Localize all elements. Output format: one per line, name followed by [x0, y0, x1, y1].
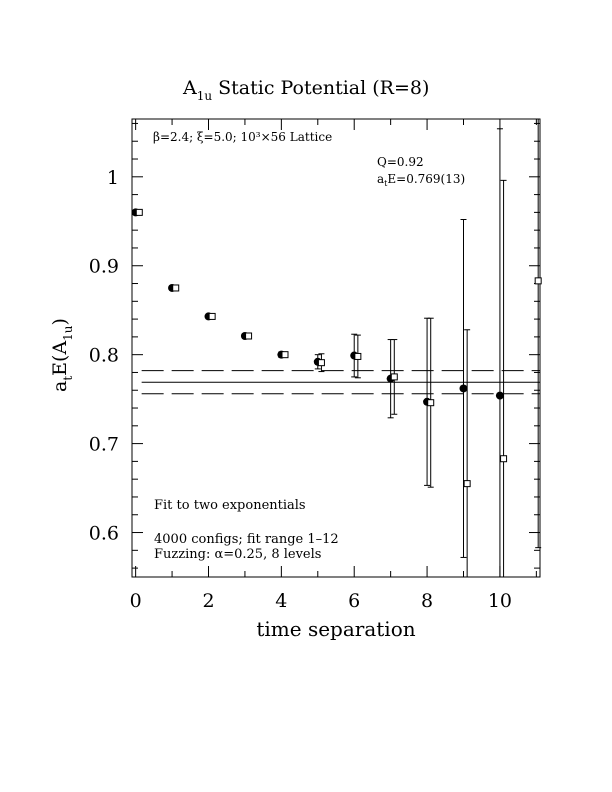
y-tick-label: 0.9 [89, 256, 119, 278]
chart-title: A1u Static Potential (R=8) [182, 77, 429, 103]
fuzzing-note: Fuzzing: α=0.25, 8 levels [154, 547, 321, 562]
data-point-square [281, 351, 289, 359]
data-point-square [390, 373, 398, 381]
x-tick-label: 10 [488, 590, 512, 612]
fit-energy: atE=0.769(13) [377, 172, 465, 188]
chart-title-rest: Static Potential (R=8) [212, 77, 429, 99]
fit-lines [141, 370, 540, 395]
fit-description: Fit to two exponentials [154, 498, 306, 513]
config-note: 4000 configs; fit range 1–12 [154, 532, 339, 547]
data-point-square [463, 480, 471, 488]
data-point-square [500, 455, 508, 463]
plot-frame [131, 118, 541, 578]
data-point-circle [495, 391, 504, 400]
data-point-square [245, 332, 253, 340]
y-axis-label-t: t [61, 376, 75, 381]
x-tick-label: 0 [130, 590, 142, 612]
y-tick-label: 0.6 [89, 523, 119, 545]
x-axis-label: time separation [256, 617, 415, 641]
x-tick-label: 6 [348, 590, 360, 612]
y-axis-label-a: a [49, 381, 71, 392]
y-tick-label: 0.7 [89, 434, 119, 456]
x-tick-label: 2 [202, 590, 214, 612]
y-axis-label-e: E(A [49, 341, 71, 376]
fit-energy-subscript: t [384, 179, 388, 188]
data-point-square [534, 277, 542, 285]
y-tick-label: 0.8 [89, 345, 119, 367]
y-axis-label-close: ) [49, 318, 71, 325]
x-tick-label: 4 [275, 590, 287, 612]
data-point-square [354, 352, 362, 360]
data-point-square [172, 284, 180, 292]
y-axis-label-sub: 1u [61, 325, 75, 341]
data-point-circle [459, 384, 468, 393]
fit-energy-prefix: a [377, 172, 384, 186]
chart-title-main: A [182, 77, 197, 99]
data-points [131, 119, 542, 577]
fit-quality: Q=0.92 [377, 155, 424, 169]
chart-title-subscript: 1u [197, 89, 213, 103]
tick-labels: 0 2 4 6 8 10 0.6 0.7 0.8 0.9 1 [89, 167, 512, 612]
data-point-square [135, 208, 143, 216]
axis-ticks [132, 119, 540, 577]
data-point-square [427, 399, 435, 407]
data-point-square [208, 312, 216, 320]
fit-energy-value: E=0.769(13) [387, 172, 465, 186]
x-tick-label: 8 [421, 590, 433, 612]
lattice-note: β=2.4; ξ=5.0; 10³×56 Lattice [153, 130, 332, 144]
data-point-square [317, 359, 325, 367]
y-tick-label: 1 [107, 167, 119, 189]
y-axis-label: atE(A1u) [49, 318, 75, 392]
